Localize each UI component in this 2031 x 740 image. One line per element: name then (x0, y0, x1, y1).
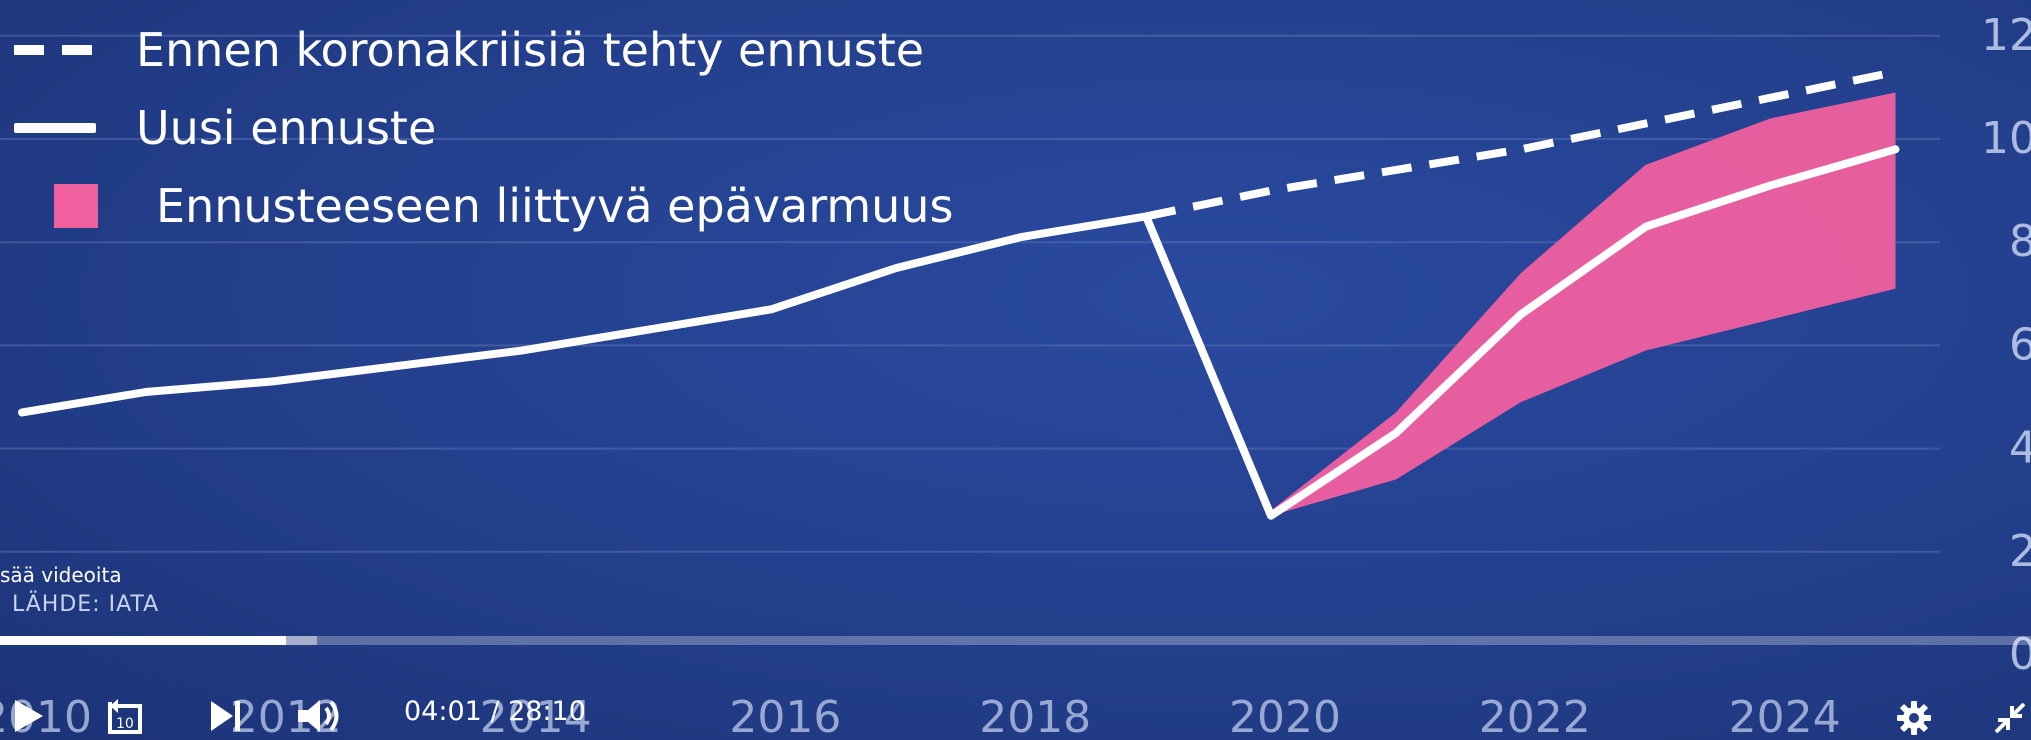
current-time: 04:01 (404, 696, 482, 727)
x-tick-label: 2016 (729, 692, 841, 740)
x-tick-label: 2012 (230, 692, 342, 740)
legend-item-solid: Uusi ennuste (14, 98, 436, 158)
total-time: 28:10 (508, 696, 586, 727)
legend-label: Ennen koronakriisiä tehty ennuste (136, 23, 925, 77)
settings-button[interactable] (1894, 698, 1934, 738)
legend-item-dashed: Ennen koronakriisiä tehty ennuste (14, 20, 924, 80)
progress-played (0, 636, 287, 645)
x-tick-label: 2024 (1729, 692, 1841, 740)
y-axis-ticks: 0 2 4 6 8 10 12 (1981, 10, 2031, 680)
fullscreen-exit-button[interactable] (1990, 698, 2030, 738)
y-tick-label: 10 (1981, 113, 2031, 164)
grid-lines (0, 34, 1940, 553)
play-button[interactable] (8, 696, 48, 736)
y-tick-label: 6 (2009, 319, 2031, 370)
replay-10-icon: 10 (108, 699, 142, 734)
fullscreen-exit-icon (1994, 702, 2026, 734)
x-tick-label: 2014 (480, 692, 592, 740)
dashed-line-swatch (14, 45, 96, 55)
more-videos-link[interactable]: sää videoita (0, 563, 122, 587)
volume-button[interactable] (294, 694, 344, 738)
player-controls: 10 (0, 660, 2031, 740)
source-label: LÄHDE: IATA (12, 592, 160, 617)
y-tick-label: 12 (1981, 10, 2031, 61)
volume-icon (298, 700, 339, 732)
gear-icon (1897, 701, 1931, 735)
band-swatch (54, 184, 98, 228)
y-tick-label: 4 (2009, 423, 2031, 474)
legend-item-band: Ennusteeseen liittyvä epävarmuus (14, 176, 953, 236)
y-tick-label: 8 (2009, 216, 2031, 267)
next-icon (211, 701, 240, 731)
legend-label: Ennusteeseen liittyvä epävarmuus (156, 179, 954, 233)
x-tick-label: 2018 (979, 692, 1091, 740)
legend-label: Uusi ennuste (136, 101, 437, 155)
play-icon (15, 700, 43, 732)
replay-10-button[interactable]: 10 (100, 692, 148, 740)
x-tick-label: 2022 (1479, 692, 1591, 740)
y-tick-label: 2 (2009, 526, 2031, 577)
time-separator: / (481, 696, 509, 727)
new-forecast-line (18, 145, 1900, 520)
time-display: 04:01 / 28:10 (404, 696, 586, 727)
y-tick-label: 0 (2009, 629, 2031, 680)
series-lines (18, 68, 1900, 520)
solid-line-swatch (14, 123, 96, 133)
x-tick-label: 2020 (1229, 692, 1341, 740)
replay-10-label: 10 (116, 716, 134, 732)
pre-covid-forecast-line (1145, 68, 1897, 221)
x-axis-ticks: 20102012201420162018202020222024 (0, 692, 1841, 740)
next-button[interactable] (204, 694, 248, 738)
progress-bar[interactable] (0, 636, 2031, 645)
